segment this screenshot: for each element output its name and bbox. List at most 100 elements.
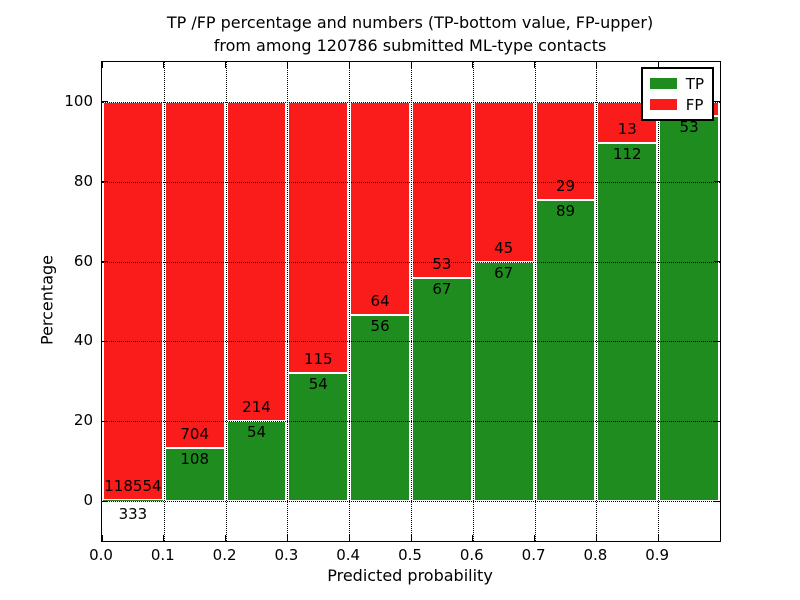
x-tickmark-top [348,62,350,68]
bar-tp-segment [535,200,596,502]
bar-tp-segment [288,373,349,502]
y-tick-label: 20 [73,411,93,430]
x-gridline [163,62,165,541]
fp-count-label: 29 [555,177,576,196]
bar-tp-segment [412,278,472,502]
chart-title-line2: from among 120786 submitted ML-type cont… [213,36,607,55]
bar-fp-segment [288,101,349,374]
x-tickmark-top [225,62,227,68]
x-tickmark-bottom [225,535,227,541]
y-tickmark-left [102,500,108,502]
bar-fp-segment [103,101,163,500]
y-tick-label: 60 [73,251,93,270]
x-tickmark-top [102,62,103,68]
y-tick-label: 100 [64,91,93,110]
x-tick-label: 0.3 [274,546,299,564]
fp-count-label: 64 [370,291,390,310]
fp-count-label: 214 [242,397,271,416]
tp-count-label: 54 [246,422,267,441]
x-tick-label: 0.0 [89,546,113,564]
x-tick-label: 0.5 [398,546,422,564]
tp-count-label: 112 [612,145,642,164]
y-tick-label: 80 [73,171,93,190]
x-tick-label: 0.8 [583,546,608,564]
fp-count-label: 45 [494,239,514,258]
x-gridline [287,62,289,541]
chart-title-line1: TP /FP percentage and numbers (TP-bottom… [166,13,654,32]
y-tickmark-right [714,101,720,103]
x-gridline [225,62,227,541]
fp-count-label: 118554 [104,476,162,495]
x-tickmark-bottom [595,535,597,541]
x-tickmark-top [472,62,474,68]
y-tickmark-left [102,181,108,183]
fp-count-label: 704 [180,424,210,443]
bar-tp-segment [103,499,163,502]
x-tick-label: 0.9 [645,546,670,564]
y-tickmark-right [714,340,720,342]
x-tick-label: 0.1 [150,546,175,564]
x-gridline [411,62,412,541]
y-tickmark-right [714,181,720,183]
bar-fp-segment [412,101,472,279]
y-tick-label: 40 [73,331,93,350]
tp-count-label: 53 [679,118,699,137]
bar-tp-segment [659,116,719,502]
x-tickmark-bottom [534,535,536,541]
y-tickmark-right [714,420,720,422]
tp-count-label: 67 [494,264,514,283]
bar-tp-segment [350,314,410,502]
x-gridline [349,62,351,541]
x-tickmark-top [534,62,536,68]
x-tickmark-top [595,62,597,68]
x-tickmark-bottom [163,535,165,541]
x-gridline [472,62,474,541]
y-tickmark-right [714,261,720,263]
legend: TP FP [640,67,714,121]
fp-count-label: 53 [432,255,452,274]
legend-item-fp: FP [649,94,704,115]
bar-fp-segment [350,101,410,315]
x-tickmark-top [410,62,412,68]
x-axis-label: Predicted probability [327,566,493,585]
x-tick-label: 0.4 [336,546,361,564]
y-tick-label: 0 [83,491,93,510]
y-tickmark-right [714,500,720,502]
fp-count-label: 13 [617,120,637,139]
x-tickmark-top [657,62,659,68]
x-tick-label: 0.6 [459,546,484,564]
bar-tp-segment [597,143,658,502]
x-tickmark-bottom [102,535,103,541]
bar-fp-segment [164,101,225,448]
legend-item-label: FP [685,95,704,114]
x-tick-label: 0.7 [521,546,546,564]
legend-item-label: TP [685,74,704,93]
x-tickmark-bottom [410,535,412,541]
bar-tp-segment [164,447,225,502]
tp-count-label: 108 [180,449,210,468]
y-tickmark-left [102,261,108,263]
plot-area: TP FP 118554 333 704 108 214 54 115 54 64 56 53 67 45… [101,61,721,542]
x-gridline [596,62,598,541]
chart-title: TP /FP percentage and numbers (TP-bottom… [101,11,719,57]
y-tickmark-left [102,340,108,342]
tp-count-label: 89 [555,202,576,221]
x-tickmark-top [286,62,288,68]
x-tickmark-bottom [472,535,474,541]
x-tickmark-bottom [657,535,659,541]
y-tickmark-left [102,420,108,422]
tp-count-label: 54 [308,375,328,394]
x-gridline [534,62,536,541]
bar-tp-segment [473,262,534,502]
tp-legend-swatch [649,78,677,89]
y-tickmark-left [102,101,108,103]
bar-fp-segment [535,101,596,201]
fp-count-label: 115 [303,350,333,369]
tp-count-label: 56 [370,316,390,335]
x-gridline [658,62,660,541]
x-tick-label: 0.2 [212,546,237,564]
x-tickmark-bottom [286,535,288,541]
fp-legend-swatch [649,99,677,110]
x-tickmark-top [163,62,165,68]
